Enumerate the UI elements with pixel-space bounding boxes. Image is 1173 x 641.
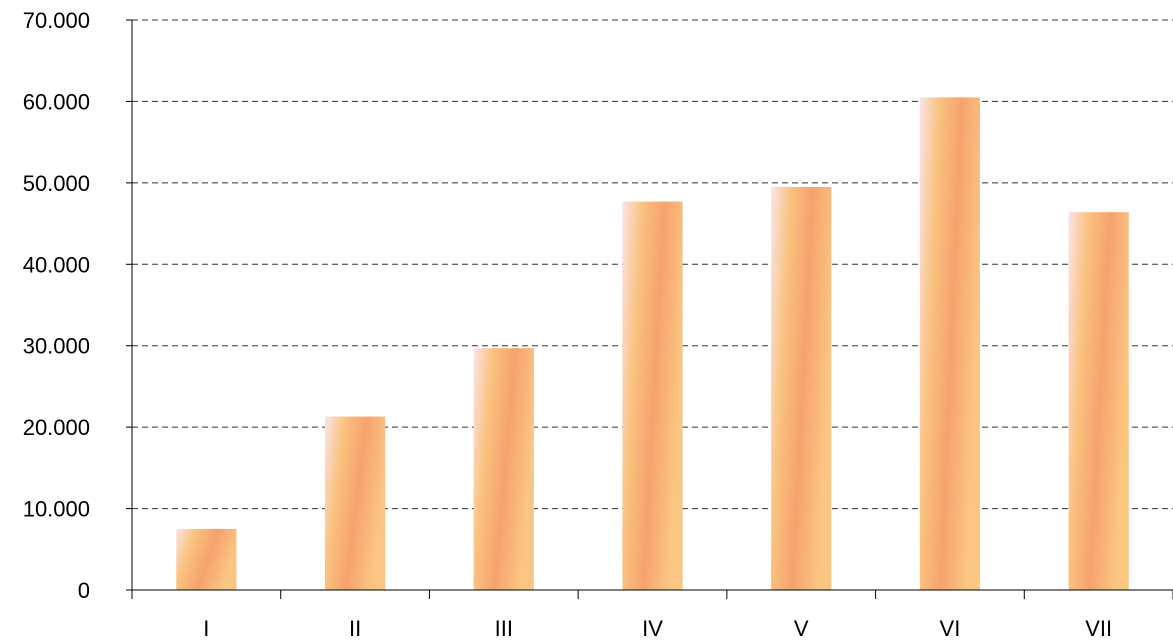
x-tick-label: VI [940, 616, 961, 641]
y-tick-label: 70.000 [23, 8, 90, 33]
bar-VI [919, 97, 981, 590]
bar-IV [622, 201, 683, 591]
x-tick-label: VII [1085, 616, 1112, 641]
bar-V [771, 186, 832, 590]
bar-III [473, 348, 534, 590]
y-tick-label: 10.000 [23, 497, 90, 522]
y-tick-label: 40.000 [23, 252, 90, 277]
x-tick-label: I [203, 616, 209, 641]
bar-VII [1068, 212, 1129, 590]
x-tick-label: III [495, 616, 513, 641]
y-tick-label: 0 [78, 578, 90, 603]
x-tick-label: V [794, 616, 809, 641]
bar-I [176, 528, 237, 590]
y-tick-label: 20.000 [23, 415, 90, 440]
y-tick-label: 30.000 [23, 334, 90, 359]
y-tick-labels: 0 10.000 20.000 30.000 40.000 50.000 60.000 70.… [23, 8, 90, 603]
y-tick-label: 50.000 [23, 171, 90, 196]
bar-II [324, 416, 386, 590]
x-tick-labels: I II III IV V VI VII [203, 616, 1112, 641]
axes [126, 19, 1173, 599]
y-tick-label: 60.000 [23, 89, 90, 114]
x-tick-label: IV [642, 616, 663, 641]
x-tick-label: II [349, 616, 361, 641]
bars [176, 97, 1129, 591]
